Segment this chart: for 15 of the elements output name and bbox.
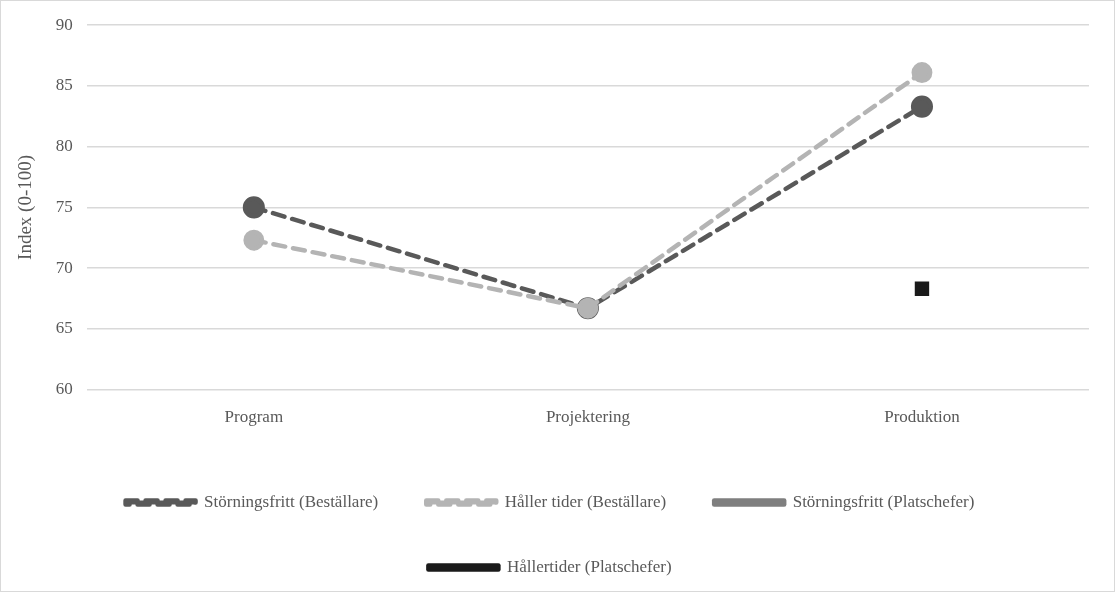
y-tick-label: 80 bbox=[55, 136, 73, 156]
y-tick-label: 70 bbox=[55, 257, 73, 277]
y-tick-label: 75 bbox=[55, 196, 73, 216]
legend-label: Störningsfritt (Platschefer) bbox=[792, 491, 975, 511]
legend-label: Håller tider (Beställare) bbox=[504, 491, 667, 511]
x-tick-label: Projektering bbox=[545, 407, 631, 427]
x-tick-label: Produktion bbox=[884, 407, 961, 427]
y-tick-label: 85 bbox=[55, 75, 73, 95]
y-tick-label: 65 bbox=[55, 318, 73, 338]
x-tick-label: Program bbox=[224, 407, 284, 427]
y-tick-label: 90 bbox=[55, 14, 73, 34]
legend-label: Störningsfritt (Beställare) bbox=[204, 491, 379, 511]
y-tick-label: 60 bbox=[55, 379, 73, 399]
y-axis-title: Index (0-100) bbox=[14, 154, 37, 260]
legend-label: Hållertider (Platschefer) bbox=[506, 556, 672, 576]
